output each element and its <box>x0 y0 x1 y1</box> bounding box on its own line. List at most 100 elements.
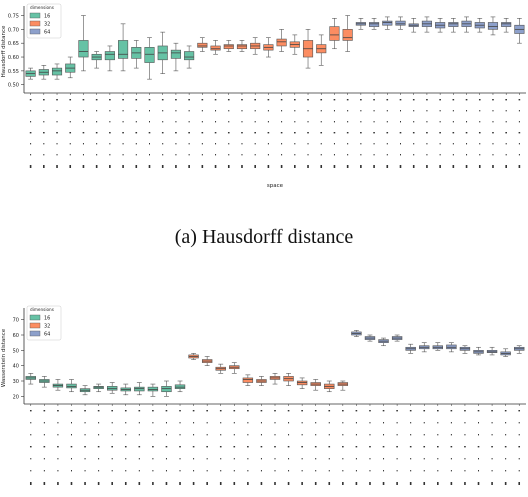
x-tick-label-glyph <box>267 110 269 112</box>
x-tick-label-glyph <box>355 446 358 448</box>
x-tick-label-glyph <box>193 422 195 424</box>
box-36 <box>501 17 512 33</box>
x-tick-label-glyph <box>505 132 507 134</box>
x-tick-label-glyph <box>518 470 520 472</box>
x-tick-label-glyph <box>148 99 151 101</box>
x-tick-label-glyph <box>84 434 86 436</box>
x-tick-label-glyph <box>346 165 349 168</box>
legend-label-64: 64 <box>44 30 50 36</box>
x-tick-label-glyph <box>450 410 453 412</box>
x-tick-label-glyph <box>413 143 415 145</box>
x-tick-label-glyph <box>360 132 362 134</box>
x-tick-label-glyph <box>280 132 283 134</box>
x-tick-label-glyph <box>360 99 362 101</box>
x-tick-label-glyph <box>149 121 150 123</box>
x-tick-label-glyph <box>57 482 59 485</box>
x-tick-label-glyph <box>233 422 235 424</box>
x-tick-label-glyph <box>97 482 100 485</box>
x-tick-label-glyph <box>333 165 336 168</box>
y-tick-label: 0.55 <box>8 69 19 75</box>
x-tick-label-glyph <box>491 458 493 460</box>
x-tick-label-glyph <box>122 99 124 101</box>
x-tick-label-glyph <box>206 482 208 485</box>
x-tick-label-glyph <box>43 434 45 436</box>
x-tick-label-glyph <box>254 154 256 156</box>
x-tick-label-glyph <box>124 410 127 412</box>
x-tick-label-glyph <box>135 165 138 168</box>
x-tick-label-glyph <box>228 154 230 156</box>
x-tick-label-glyph <box>125 434 127 436</box>
x-tick-label-glyph <box>274 434 276 436</box>
x-tick-label-glyph <box>260 482 263 485</box>
x-tick-label-glyph <box>188 154 190 156</box>
x-tick-label-glyph <box>465 165 468 168</box>
x-tick-label-glyph <box>29 99 32 101</box>
x-tick-label-glyph <box>254 110 256 112</box>
x-tick-label-glyph <box>206 410 208 412</box>
legend-swatch-64 <box>29 330 41 337</box>
x-tick-label-glyph <box>355 422 357 424</box>
x-tick-label-glyph <box>228 110 230 112</box>
box-iqr <box>448 22 459 27</box>
x-tick-label-glyph <box>382 410 385 412</box>
x-tick-label-glyph <box>492 132 494 134</box>
x-tick-label-glyph <box>478 434 480 436</box>
x-tick-label-glyph <box>152 482 154 485</box>
y-axis-label: Wasserstein distance <box>1 328 7 387</box>
x-tick-label-glyph <box>152 422 154 424</box>
x-tick-label-glyph <box>109 165 111 168</box>
x-tick-label-glyph <box>82 99 85 101</box>
x-tick-label-glyph <box>307 132 309 134</box>
box-iqr <box>197 42 208 48</box>
x-tick-label-glyph <box>188 121 190 123</box>
legend: dimensions 16 32 64 <box>26 305 62 341</box>
x-tick-label-glyph <box>43 422 45 424</box>
x-tick-label-glyph <box>412 132 415 134</box>
x-tick-label-glyph <box>260 422 262 424</box>
x-tick-label-glyph <box>29 482 32 485</box>
x-tick-label-glyph <box>287 410 290 412</box>
x-tick-label-glyph <box>301 458 303 460</box>
x-tick-label-glyph <box>505 154 507 156</box>
box-2 <box>52 379 64 391</box>
x-tick-label-glyph <box>267 121 269 123</box>
x-tick-label-glyph <box>125 458 127 460</box>
x-tick-label-glyph <box>149 154 150 156</box>
x-tick-label-glyph <box>175 121 177 123</box>
box-21 <box>302 29 314 69</box>
x-tick-label-glyph <box>452 121 454 123</box>
box-34 <box>486 346 498 356</box>
x-tick-label-glyph <box>165 482 168 485</box>
box-29 <box>408 17 419 33</box>
box-15 <box>223 40 234 52</box>
x-tick-label-glyph <box>439 99 441 101</box>
x-tick-label-glyph <box>161 132 164 134</box>
x-tick-label-glyph <box>138 482 141 485</box>
x-tick-label-glyph <box>84 410 86 412</box>
x-tick-label-glyph <box>219 482 222 485</box>
x-tick-label-glyph <box>152 446 154 448</box>
x-tick-label-glyph <box>82 143 84 145</box>
box-10 <box>157 31 168 74</box>
x-tick-label-glyph <box>247 458 249 460</box>
box-13 <box>197 37 208 52</box>
x-tick-label-glyph <box>135 121 137 123</box>
box-iqr <box>223 44 234 50</box>
x-tick-label-glyph <box>165 410 168 412</box>
legend-swatch-16 <box>29 314 41 321</box>
box-iqr <box>104 51 115 61</box>
x-tick-label-glyph <box>215 121 217 123</box>
x-tick-label-glyph <box>149 110 150 112</box>
x-tick-label-glyph <box>122 165 124 168</box>
x-tick-label-glyph <box>301 482 303 485</box>
x-tick-label-glyph <box>328 482 331 485</box>
box-iqr <box>382 20 393 26</box>
x-tick-label-glyph <box>294 165 296 168</box>
box-iqr <box>118 40 129 59</box>
x-tick-label-glyph <box>450 458 452 460</box>
x-tick-label-glyph <box>70 422 72 424</box>
x-tick-label-glyph <box>241 99 243 101</box>
legend-swatch-32 <box>29 322 41 329</box>
x-tick-label-glyph <box>452 99 455 101</box>
y-tick-label: 30 <box>13 379 19 385</box>
